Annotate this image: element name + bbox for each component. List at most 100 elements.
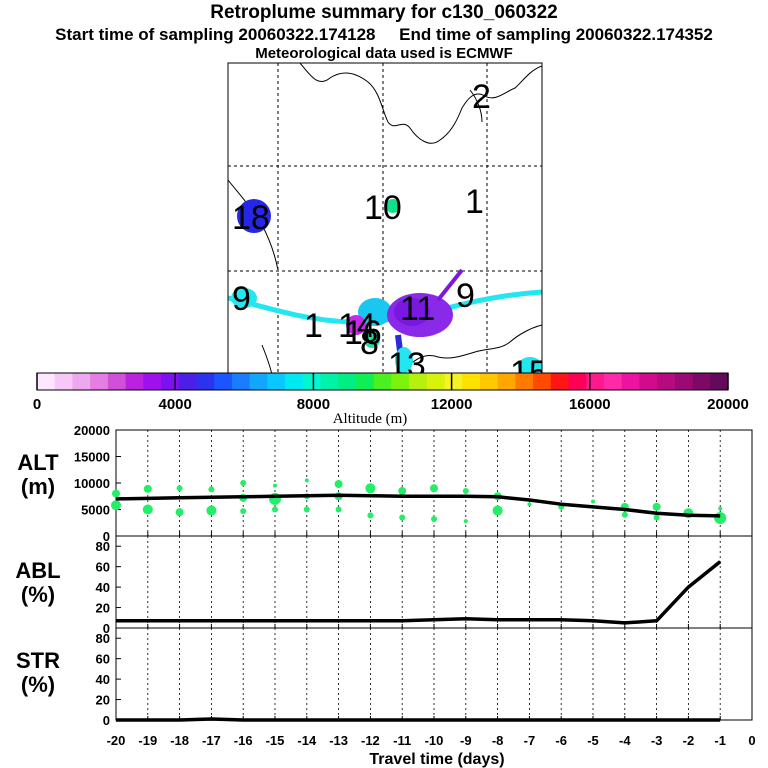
colorbar-swatch bbox=[462, 373, 481, 390]
x-tick-label: -4 bbox=[619, 733, 631, 748]
colorbar-swatch bbox=[674, 373, 694, 390]
plume-cluster-point bbox=[399, 514, 406, 521]
y-tick-label: 10000 bbox=[74, 476, 110, 491]
panel-label: ABL bbox=[15, 558, 60, 583]
plume-cluster-point bbox=[240, 508, 247, 515]
map-label: 9 bbox=[232, 280, 251, 318]
plume-cluster-point bbox=[463, 519, 468, 524]
colorbar-tick-labels: 0 4000 8000 12000 16000 20000 bbox=[33, 396, 749, 413]
x-tick-label: -9 bbox=[460, 733, 472, 748]
plume-cluster-point bbox=[365, 483, 376, 494]
y-tick-label: 20 bbox=[96, 601, 110, 616]
plume-cluster-point bbox=[718, 506, 723, 511]
x-tick-label: 0 bbox=[748, 733, 755, 748]
colorbar-tick-label: 16000 bbox=[569, 396, 611, 413]
colorbar-swatch bbox=[72, 373, 91, 390]
map-label: 11 bbox=[400, 290, 435, 328]
x-tick-label: -15 bbox=[266, 733, 285, 748]
colorbar-swatch bbox=[621, 373, 640, 390]
y-tick-label: 20000 bbox=[74, 423, 110, 438]
map-label: 13 bbox=[388, 346, 426, 384]
plume-blob-center-core bbox=[394, 298, 430, 326]
map-label: 9 bbox=[456, 277, 475, 315]
y-tick-label: 80 bbox=[96, 539, 110, 554]
map-label: 10 bbox=[364, 189, 402, 227]
colorbar-swatch bbox=[568, 373, 587, 390]
panel-alt: 0 5000 10000 15000 20000 ALT(m) bbox=[17, 423, 753, 544]
x-tick-label: -17 bbox=[202, 733, 221, 748]
series-line-str bbox=[116, 717, 721, 722]
x-axis-label: Travel time (days) bbox=[369, 751, 504, 768]
x-tick-label: -16 bbox=[234, 733, 253, 748]
colorbar-swatch bbox=[639, 373, 658, 390]
colorbar-swatch bbox=[285, 373, 304, 390]
altitude-colorbar bbox=[36, 372, 729, 391]
plume-blob-16 bbox=[346, 315, 366, 335]
plume-cluster-point bbox=[430, 484, 438, 493]
map-labels: 2 10 1 18 9 1 14 16 11 9 8 13 15 bbox=[232, 78, 548, 392]
plume-cluster-point bbox=[240, 480, 247, 486]
plume-cluster-point bbox=[208, 486, 215, 493]
x-tick-label: -19 bbox=[138, 733, 157, 748]
y-tick-label: 40 bbox=[96, 580, 110, 595]
x-tick-label: -14 bbox=[297, 733, 317, 748]
plume-cluster-point bbox=[621, 511, 628, 518]
colorbar-swatch bbox=[125, 373, 144, 390]
colorbar-swatch bbox=[479, 373, 499, 390]
colorbar-swatch bbox=[54, 373, 73, 390]
panel-label: ALT bbox=[17, 450, 59, 475]
plume-cluster-point bbox=[591, 499, 595, 504]
plume-cluster-point bbox=[303, 506, 310, 513]
x-tick-label: -8 bbox=[492, 733, 504, 748]
map-label: 14 bbox=[338, 307, 376, 345]
map-label: 15 bbox=[510, 354, 548, 392]
colorbar-swatch bbox=[37, 373, 56, 390]
sampling-time-subtitle: Start time of sampling 20060322.174128 E… bbox=[55, 25, 713, 44]
y-tick-label: 0 bbox=[103, 621, 110, 636]
x-tick-label: -2 bbox=[683, 733, 695, 748]
y-tick-label: 0 bbox=[103, 529, 110, 544]
plume-cluster-point bbox=[112, 489, 120, 498]
map-label: 16 bbox=[344, 314, 382, 352]
colorbar-swatch bbox=[107, 373, 127, 390]
colorbar-swatch bbox=[710, 373, 729, 390]
y-tick-label: 60 bbox=[96, 560, 110, 575]
plume-cluster-point bbox=[111, 500, 121, 511]
plume-blob-9-west bbox=[231, 288, 257, 308]
series-line-alt bbox=[115, 493, 721, 518]
map-label: 18 bbox=[232, 199, 270, 237]
colorbar-swatch bbox=[391, 373, 410, 390]
x-tick-label: -18 bbox=[170, 733, 189, 748]
colorbar-swatch bbox=[302, 373, 321, 390]
plume-cluster-point bbox=[367, 512, 374, 519]
colorbar-tick-label: 20000 bbox=[707, 396, 749, 413]
figure-title: Retroplume summary for c130_060322 bbox=[210, 2, 558, 23]
colorbar-swatch bbox=[550, 373, 570, 390]
plume-blob-8 bbox=[364, 332, 380, 348]
colorbar-swatch bbox=[90, 373, 109, 390]
plume-cluster-point bbox=[142, 504, 153, 515]
colorbar-swatch bbox=[515, 373, 534, 390]
panel-label-unit: (%) bbox=[21, 582, 55, 607]
colorbar-tick-label: 8000 bbox=[297, 396, 330, 413]
y-tick-label: 80 bbox=[96, 631, 110, 646]
colorbar-swatch bbox=[373, 373, 392, 390]
plume-blob-14 bbox=[358, 298, 392, 326]
panel-label-unit: (%) bbox=[21, 672, 55, 697]
plume-cluster-point bbox=[492, 505, 503, 516]
colorbar-swatch bbox=[444, 373, 463, 390]
meteorology-subtitle: Meteorological data used is ECMWF bbox=[255, 45, 513, 62]
plume-stream-9-east bbox=[436, 268, 464, 302]
colorbar-swatch bbox=[320, 373, 339, 390]
map-label: 2 bbox=[472, 78, 491, 116]
colorbar-swatch bbox=[267, 373, 286, 390]
map-label: 1 bbox=[304, 307, 323, 345]
plume-cluster-point bbox=[206, 505, 217, 516]
x-tick-label: -1 bbox=[714, 733, 726, 748]
y-tick-label: 40 bbox=[96, 672, 110, 687]
map-label: 8 bbox=[360, 324, 379, 362]
x-tick-label: -7 bbox=[524, 733, 536, 748]
colorbar-swatch bbox=[692, 373, 711, 390]
plume-cluster-point bbox=[304, 478, 309, 483]
series-line-abl bbox=[116, 560, 722, 625]
